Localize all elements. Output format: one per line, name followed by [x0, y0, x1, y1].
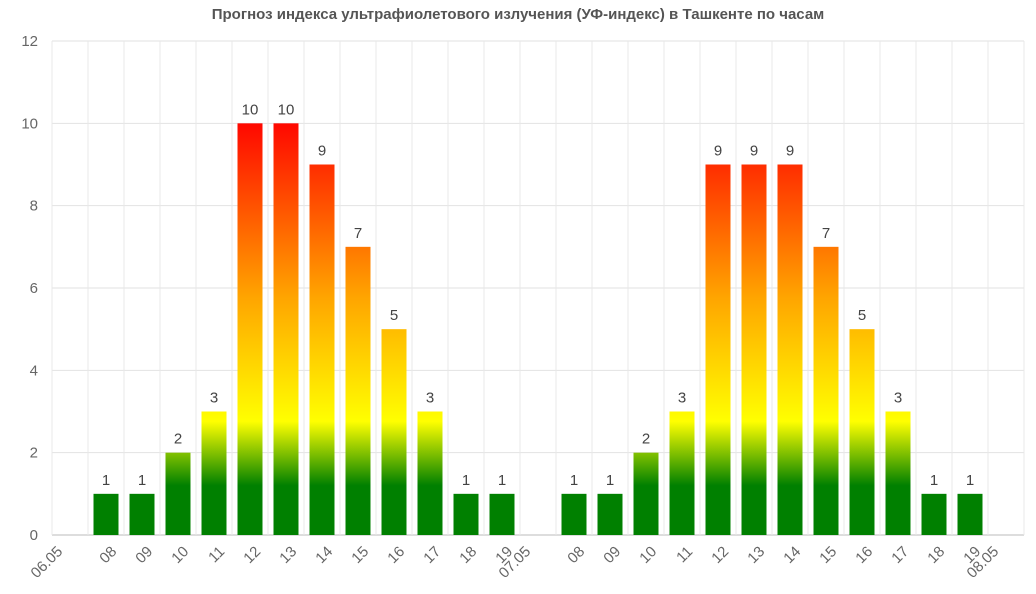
x-tick-label: 11	[205, 543, 228, 566]
y-tick-label: 2	[30, 445, 38, 462]
bar	[741, 164, 767, 535]
data-label: 3	[210, 390, 218, 407]
y-axis: 0 2 4 6 8 10 12	[21, 33, 38, 544]
data-label: 5	[858, 307, 866, 324]
x-tick-label: 18	[924, 543, 948, 567]
bar	[273, 123, 299, 535]
x-tick-label: 08	[564, 543, 588, 567]
data-label: 9	[786, 143, 794, 160]
data-label: 1	[570, 472, 578, 489]
data-label: 2	[642, 431, 650, 448]
data-label: 10	[242, 101, 259, 118]
x-tick-label: 10	[636, 543, 660, 567]
data-label: 9	[750, 143, 758, 160]
bar	[381, 329, 407, 535]
x-tick-label: 15	[348, 543, 372, 567]
bars	[93, 123, 983, 536]
x-tick-label: 14	[312, 543, 336, 567]
chart-title: Прогноз индекса ультрафиолетового излуче…	[211, 6, 825, 23]
y-tick-label: 10	[21, 115, 38, 132]
data-label: 1	[498, 472, 506, 489]
x-tick-label: 13	[276, 543, 300, 567]
data-label: 1	[930, 472, 938, 489]
data-label: 3	[678, 390, 686, 407]
x-tick-label: 10	[168, 543, 192, 567]
data-label: 7	[354, 225, 362, 242]
bar	[597, 493, 623, 535]
bar	[201, 411, 227, 535]
x-tick-label: 17	[420, 543, 444, 567]
bar	[921, 493, 947, 535]
x-tick-label: 09	[600, 543, 624, 567]
y-tick-label: 0	[30, 527, 38, 544]
y-tick-label: 6	[30, 280, 38, 297]
y-tick-label: 12	[21, 33, 38, 50]
data-label: 3	[894, 390, 902, 407]
bar	[885, 411, 911, 535]
x-tick-label: 16	[852, 543, 876, 567]
grid-lines	[51, 40, 1025, 536]
x-tick-label: 08	[96, 543, 120, 567]
x-tick-label: 11	[673, 543, 696, 566]
x-tick-label: 16	[384, 543, 408, 567]
x-tick-label: 18	[456, 543, 480, 567]
x-tick-label: 12	[708, 543, 732, 567]
y-tick-label: 4	[30, 362, 38, 379]
bar	[453, 493, 479, 535]
bar	[417, 411, 443, 535]
x-tick-label: 06.05	[28, 543, 67, 582]
bar	[777, 164, 803, 535]
data-labels: 1 1 2 3 10 10 9 7 5 3 1 1 1 1 2 3 9 9 9 7 5 3 1 1	[102, 101, 974, 489]
bar	[93, 493, 119, 535]
data-label: 9	[714, 143, 722, 160]
bar	[345, 246, 371, 536]
bar	[705, 164, 731, 535]
bar	[957, 493, 983, 535]
x-tick-label: 17	[888, 543, 912, 567]
data-label: 1	[606, 472, 614, 489]
bar	[813, 246, 839, 536]
data-label: 7	[822, 225, 830, 242]
data-label: 2	[174, 431, 182, 448]
bar	[561, 493, 587, 535]
bar	[669, 411, 695, 535]
x-tick-label: 12	[240, 543, 264, 567]
bar	[849, 329, 875, 535]
data-label: 5	[390, 307, 398, 324]
data-label: 1	[966, 472, 974, 489]
bar	[633, 452, 659, 535]
data-label: 9	[318, 143, 326, 160]
data-label: 3	[426, 390, 434, 407]
x-tick-label: 13	[744, 543, 768, 567]
data-label: 10	[278, 101, 295, 118]
bar	[129, 493, 155, 535]
data-label: 1	[102, 472, 110, 489]
y-tick-label: 8	[30, 198, 38, 215]
x-tick-label: 09	[132, 543, 156, 567]
x-tick-label: 14	[780, 543, 804, 567]
bar	[237, 123, 263, 535]
data-label: 1	[462, 472, 470, 489]
bar	[489, 493, 515, 535]
x-tick-label: 15	[816, 543, 840, 567]
bar	[165, 452, 191, 535]
bar	[309, 164, 335, 535]
data-label: 1	[138, 472, 146, 489]
